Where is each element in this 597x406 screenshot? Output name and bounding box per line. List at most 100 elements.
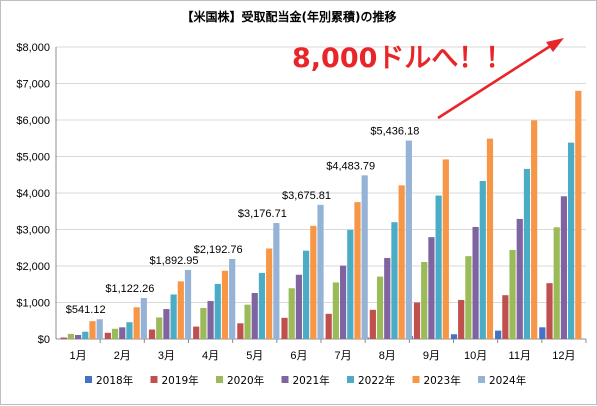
legend-item: 2021年 (281, 374, 330, 387)
y-tick-label: $7,000 (16, 79, 50, 91)
legend: 2018年 2019年 2020年 2021年 2022年 2023年 2024年 (85, 374, 526, 387)
data-label: $4,483.79 (326, 160, 375, 172)
legend-label: 2022年 (358, 374, 395, 387)
x-tick-label: 2月 (114, 350, 131, 362)
bar (273, 223, 280, 339)
bar (516, 218, 523, 339)
callout-arrow (437, 43, 553, 120)
x-tick-label: 9月 (423, 350, 440, 362)
bar (450, 334, 458, 339)
bar (126, 322, 133, 339)
chart-title: 【米国株】受取配当金(年別累積)の推移 (182, 9, 397, 24)
bar (133, 307, 140, 339)
bar (67, 333, 74, 339)
bar (200, 307, 207, 339)
legend-item: 2022年 (347, 374, 395, 387)
bar (523, 168, 531, 339)
x-tick-label: 1月 (70, 350, 87, 362)
legend-label: 2019年 (162, 374, 199, 387)
legend-swatch (85, 376, 92, 383)
bar (428, 237, 435, 339)
bar (60, 337, 67, 339)
bar (369, 309, 376, 339)
callout-text: 8,000ドルへ！！ (292, 43, 512, 74)
bar (170, 294, 177, 339)
x-tick-label: 8月 (379, 350, 396, 362)
x-tick-label: 6月 (290, 350, 307, 362)
bar (214, 283, 221, 339)
bar (458, 299, 465, 339)
bar (251, 293, 258, 339)
bar (244, 304, 251, 339)
bar (495, 330, 502, 339)
bar (207, 301, 214, 339)
x-tick-label: 12月 (552, 350, 575, 362)
bar (325, 313, 332, 339)
data-labels: $541.12 $1,122.26 $1,892.95$2,192.76 $3,176… (66, 126, 420, 317)
bar (405, 140, 412, 339)
bar (539, 327, 546, 339)
legend-label: 2020年 (227, 374, 264, 387)
bar (310, 225, 317, 339)
bar (391, 222, 398, 339)
y-tick-label: $5,000 (16, 152, 50, 164)
legend-swatch (150, 376, 158, 383)
bar (221, 270, 229, 339)
bar (347, 229, 354, 339)
bar (89, 321, 96, 339)
bar (193, 326, 200, 339)
legend-item: 2020年 (216, 374, 264, 387)
x-tick-label: 5月 (246, 350, 263, 362)
legend-swatch (347, 376, 354, 383)
bar (435, 195, 442, 339)
x-tick-label: 11月 (509, 350, 531, 362)
data-label: $5,436.18 (370, 126, 419, 138)
y-tick-label: $1,000 (16, 298, 50, 310)
bar (502, 295, 509, 339)
bar (486, 138, 494, 339)
bar (442, 159, 449, 339)
bar (288, 288, 295, 339)
bar (546, 283, 553, 339)
y-tick-label: $2,000 (16, 261, 50, 273)
bar (96, 319, 103, 339)
bar (258, 272, 266, 339)
x-tick-label: 7月 (335, 350, 352, 362)
bar (303, 250, 310, 339)
y-tick-label: $6,000 (16, 115, 50, 127)
x-tick-label: 10月 (464, 350, 487, 362)
bar (332, 282, 339, 339)
bar (465, 256, 472, 339)
bar (104, 332, 111, 339)
bar (317, 204, 324, 339)
y-tick-label: $0 (38, 334, 50, 346)
bar (472, 226, 479, 339)
bar (111, 328, 119, 339)
bar (354, 202, 361, 339)
legend-swatch (478, 376, 485, 383)
bar (509, 249, 516, 339)
callout-arrowhead (546, 38, 564, 52)
y-tick-label: $8,000 (16, 42, 50, 54)
legend-label: 2018年 (96, 374, 133, 387)
legend-swatch (281, 376, 289, 383)
legend-swatch (216, 376, 223, 383)
bar (156, 317, 163, 339)
bar (184, 269, 192, 339)
legend-item: 2019年 (150, 374, 199, 387)
bar (229, 258, 236, 339)
legend-item: 2018年 (85, 374, 133, 387)
bar (281, 317, 288, 339)
bar (413, 302, 421, 339)
legend-label: 2021年 (293, 374, 330, 387)
data-label: $1,122.26 (105, 283, 154, 295)
bar (376, 276, 384, 339)
data-label: $3,176.71 (238, 208, 287, 220)
bar (398, 185, 405, 339)
legend-label: 2023年 (424, 374, 461, 387)
bar (148, 329, 156, 339)
y-tick-label: $4,000 (16, 188, 50, 200)
bar (479, 180, 486, 339)
